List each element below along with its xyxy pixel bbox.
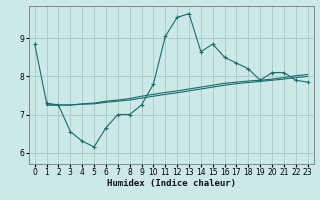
X-axis label: Humidex (Indice chaleur): Humidex (Indice chaleur) (107, 179, 236, 188)
